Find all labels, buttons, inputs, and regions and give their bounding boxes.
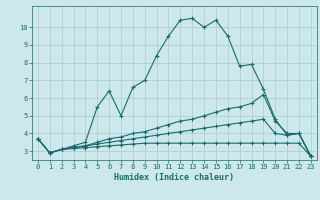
X-axis label: Humidex (Indice chaleur): Humidex (Indice chaleur)	[115, 173, 234, 182]
